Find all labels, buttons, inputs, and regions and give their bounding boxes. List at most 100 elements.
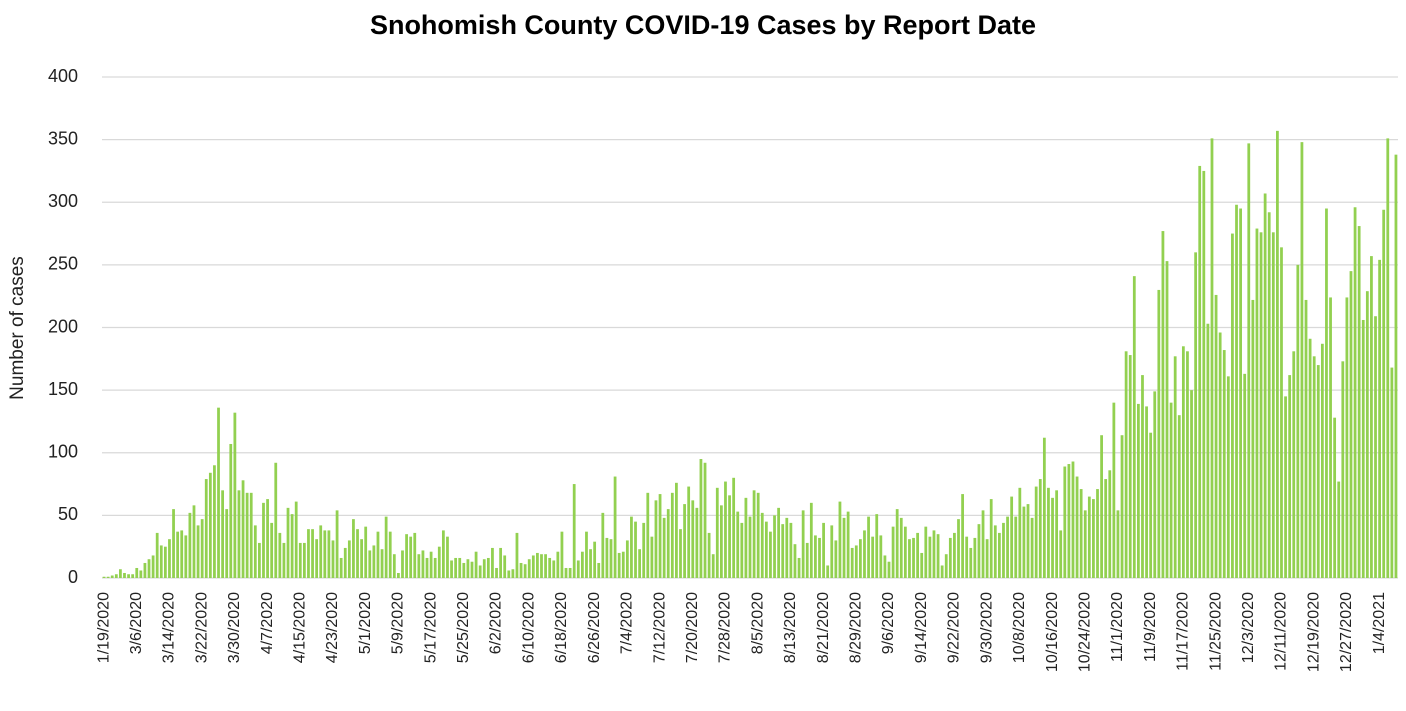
bar [233,412,237,578]
bar [245,492,249,578]
bar [1161,231,1165,578]
bar [1018,487,1022,578]
bar [515,532,519,578]
bar [662,517,666,578]
bar [262,502,265,578]
bar [1006,516,1009,578]
bar [1014,516,1018,578]
bar [997,532,1001,578]
bar [826,565,830,578]
bar [863,530,866,578]
bar [470,561,474,578]
bar [740,522,744,578]
bar [1055,490,1059,578]
bar [1087,496,1091,578]
x-tick-label: 1/4/2021 [1371,592,1388,654]
bar [192,505,196,578]
bar [176,531,180,578]
bar [560,531,564,578]
bar [654,500,658,578]
y-tick-label: 200 [48,316,78,336]
x-tick-label: 5/25/2020 [455,592,472,663]
x-tick-label: 6/26/2020 [586,592,603,663]
bar [572,484,576,578]
bar [948,537,952,578]
bar [421,550,425,578]
bar [687,486,691,578]
bar [842,517,846,578]
bar [1108,470,1112,578]
bar [617,552,621,578]
bar [601,512,605,578]
bar [372,545,376,578]
bar [1002,522,1005,578]
bar [1394,154,1398,578]
bar [1128,355,1132,578]
bar [282,542,286,578]
bar [180,530,184,578]
x-tick-label: 12/3/2020 [1240,592,1257,663]
bar [695,507,699,578]
bar [433,557,437,578]
bar [339,557,343,578]
bar [519,562,523,578]
bar [147,559,151,578]
x-tick-label: 12/27/2020 [1338,592,1355,672]
bar [1210,138,1214,578]
bar [564,567,568,578]
bar [380,549,384,578]
bar [102,576,106,578]
bar [143,562,147,578]
y-tick-label: 300 [48,191,78,211]
bar [744,497,748,578]
y-tick-label: 50 [58,504,78,524]
bar [965,536,969,578]
bar [993,525,997,578]
x-tick-label: 3/6/2020 [128,592,145,654]
bar [274,462,278,578]
bar [621,551,625,578]
bar [1304,299,1308,578]
bar [769,531,772,578]
bar [1292,351,1296,578]
bar [229,443,233,578]
bar [675,482,678,578]
x-tick-label: 10/8/2020 [1011,592,1028,663]
bar [1177,415,1181,578]
bar [1325,208,1328,578]
bar [458,557,462,578]
bar [850,547,854,578]
bar [801,510,805,578]
bar [846,511,850,578]
bar [732,477,736,578]
bar [683,504,686,578]
bar [249,492,253,578]
bar [466,559,470,578]
bar [785,517,789,578]
bar [634,521,637,578]
bar [957,519,960,578]
bar [691,500,695,578]
bar [1194,252,1198,578]
bar [437,546,441,578]
bar [969,547,973,578]
x-tick-label: 9/22/2020 [946,592,963,663]
bar [903,526,907,578]
bar [940,565,944,578]
bar [630,516,633,578]
bar [699,459,703,578]
bar [548,557,552,578]
bar [1124,351,1128,578]
bar [478,565,482,578]
bar [920,552,924,578]
y-tick-label: 100 [48,442,78,462]
bar [1288,375,1292,578]
bar [119,569,122,578]
bar [1059,530,1063,578]
x-tick-label: 9/14/2020 [913,592,930,663]
x-tick-label: 5/9/2020 [390,592,407,654]
x-tick-label: 12/19/2020 [1305,592,1322,672]
bar [854,545,858,578]
bar [1251,299,1255,578]
